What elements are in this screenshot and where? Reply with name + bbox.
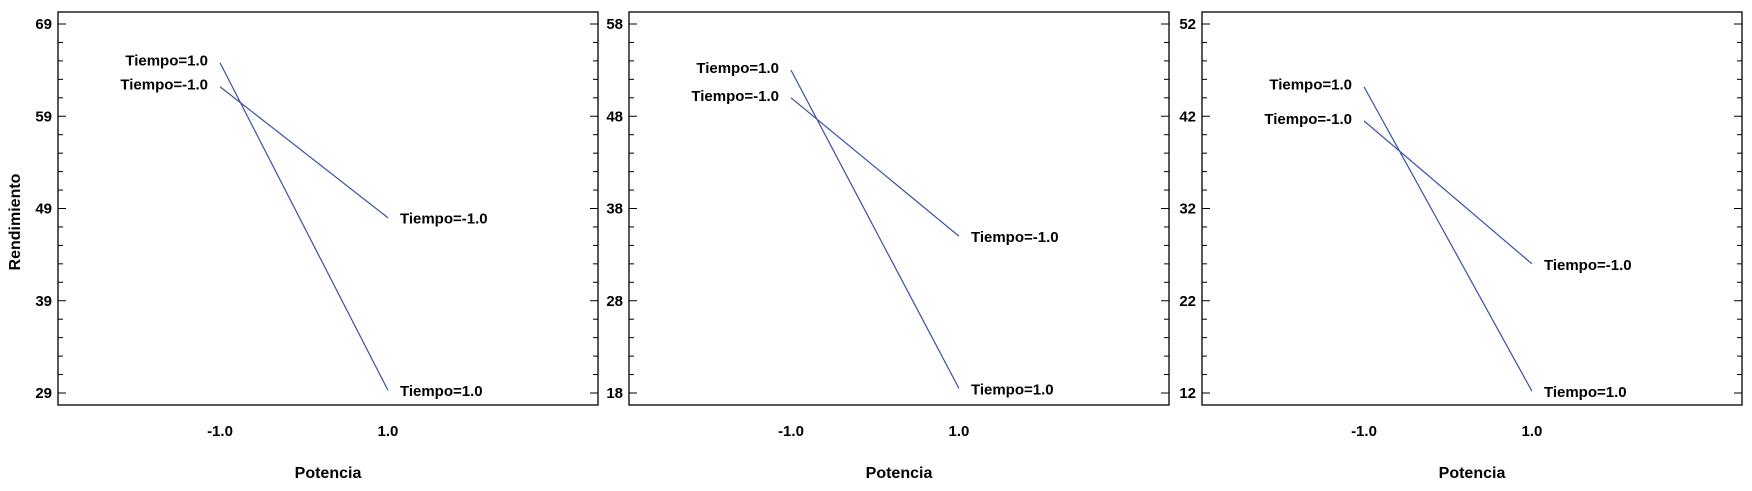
series-label-start: Tiempo=1.0	[1269, 77, 1352, 94]
y-tick-label: 58	[606, 16, 623, 33]
series-line	[790, 69, 960, 389]
series-label-start: Tiempo=1.0	[125, 53, 208, 70]
series-label-start: Tiempo=-1.0	[1264, 111, 1352, 128]
plot-frame	[1201, 11, 1743, 406]
x-axis-title: Potencia	[295, 465, 362, 482]
y-tick-label: 12	[1179, 385, 1196, 402]
series-label-end: Tiempo=1.0	[1544, 384, 1627, 401]
series-line	[1363, 120, 1533, 265]
y-tick-label: 49	[35, 201, 52, 218]
x-axis-title: Potencia	[866, 465, 933, 482]
x-tick-label: -1.0	[1351, 423, 1377, 440]
x-tick-label: -1.0	[207, 423, 233, 440]
series-label-start: Tiempo=-1.0	[120, 77, 208, 94]
series-label-end: Tiempo=-1.0	[1544, 257, 1632, 274]
x-tick-label: 1.0	[949, 423, 970, 440]
y-tick-label: 29	[35, 385, 52, 402]
chart-panel-3: 12 22 32 42 52 -1.0 1.0 Potencia Tiempo=1.0 Tiemp…	[1179, 11, 1743, 482]
y-tick-label: 18	[606, 385, 623, 402]
series-label-end: Tiempo=-1.0	[400, 211, 488, 228]
x-tick-label: 1.0	[378, 423, 399, 440]
series-line	[219, 62, 389, 391]
series-line	[219, 86, 389, 219]
chart-panel-1: 29 39 49 59 69 -1.0 1.0 Potencia Tiempo=1.0 Tiemp…	[35, 11, 599, 482]
y-tick-label: 39	[35, 293, 52, 310]
y-tick-label: 28	[606, 293, 623, 310]
series-label-end: Tiempo=-1.0	[971, 229, 1059, 246]
y-tick-label: 42	[1179, 108, 1196, 125]
y-tick-label: 48	[606, 108, 623, 125]
y-tick-label: 52	[1179, 16, 1196, 33]
y-tick-label: 32	[1179, 201, 1196, 218]
y-tick-label: 69	[35, 16, 52, 33]
x-axis-title: Potencia	[1439, 465, 1506, 482]
plot-frame	[57, 11, 599, 406]
x-tick-label: -1.0	[778, 423, 804, 440]
series-line	[1363, 86, 1533, 392]
x-tick-label: 1.0	[1522, 423, 1543, 440]
series-label-start: Tiempo=1.0	[696, 60, 779, 77]
y-axis-title: Rendimiento	[7, 173, 24, 270]
y-tick-label: 22	[1179, 293, 1196, 310]
series-label-end: Tiempo=1.0	[400, 383, 483, 400]
series-label-end: Tiempo=1.0	[971, 381, 1054, 398]
series-label-start: Tiempo=-1.0	[691, 88, 779, 105]
y-tick-label: 59	[35, 108, 52, 125]
series-line	[790, 97, 960, 237]
chart-panel-2: 18 28 38 48 58 -1.0 1.0 Potencia Tiempo=1.0 Tiemp…	[606, 11, 1170, 482]
y-tick-label: 38	[606, 201, 623, 218]
